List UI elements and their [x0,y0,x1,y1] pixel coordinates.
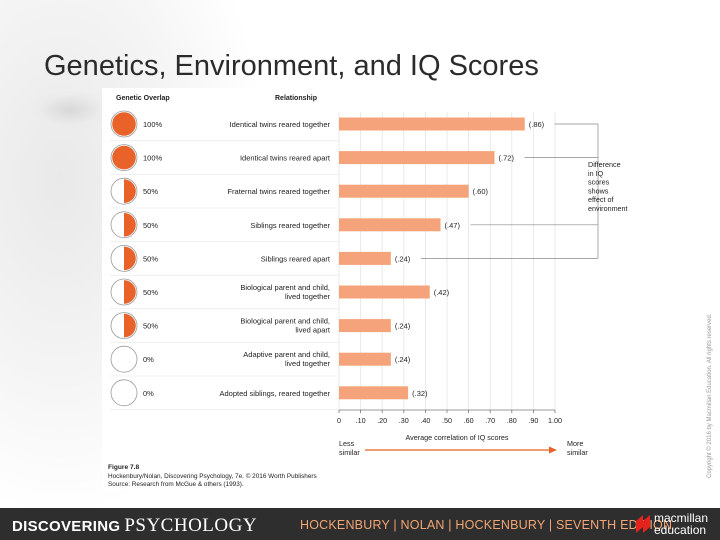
environment-annotation: scores [588,178,610,187]
figure-panel: Genetic Overlap Relationship 100% Identical… [102,88,670,490]
overlap-fill-half [124,280,136,304]
publisher-line-2: education [654,523,707,537]
overlap-percent: 0% [143,389,154,398]
bar [339,151,495,165]
bar [339,184,469,198]
publisher-name: macmillan education [654,512,708,536]
category-label: Adaptive parent and child, [243,350,330,359]
overlap-percent: 50% [143,288,158,297]
environment-annotation: shows [588,186,609,195]
overlap-percent: 50% [143,187,158,196]
category-label: Siblings reared together [250,221,330,230]
less-similar-label-1: Less [339,439,355,448]
more-similar-label-2: similar [567,448,588,457]
bar [339,285,430,299]
publisher-line-1: macmillan [654,511,709,525]
environment-annotation: environment [588,204,628,213]
overlap-circle-outline [110,345,138,373]
x-tick-label: .50 [442,416,452,425]
publisher-logo: macmillan education [636,512,720,540]
category-label: Identical twins reared apart [240,154,331,163]
bar-value-label: (.24) [395,355,411,364]
overlap-fill-half [124,313,136,338]
footer-bar: DISCOVERING PSYCHOLOGY HOCKENBURY | NOLAN… [0,508,720,540]
bar [339,218,441,232]
bar-value-label: (.24) [395,322,411,331]
bar-value-label: (.32) [412,389,428,398]
copyright-notice: Copyright © 2016 by Macmillan Education.… [707,313,713,479]
bar-value-label: (.47) [445,221,461,230]
overlap-fill-half [124,246,136,271]
category-label: lived together [285,359,331,368]
x-tick-label: .10 [356,416,366,425]
bar-value-label: (.24) [395,254,411,263]
x-tick-label: 1.00 [548,416,562,425]
overlap-percent: 50% [143,322,158,331]
x-tick-label: 0 [337,416,341,425]
similarity-arrowhead [549,446,557,454]
category-label: Biological parent and child, [240,283,330,292]
figure-caption-title: Figure 7.8 [108,464,139,471]
publisher-mark-icon [636,515,650,533]
x-tick-label: .30 [399,416,409,425]
x-tick-label: .70 [485,416,495,425]
category-label: Fraternal twins reared together [227,187,330,196]
bar [339,386,409,400]
book-brand: DISCOVERING PSYCHOLOGY [12,515,257,537]
bar [339,251,391,265]
iq-correlation-chart: Genetic Overlap Relationship 100% Identical… [108,95,628,488]
bar-value-label: (.60) [473,187,489,196]
bar [339,319,391,333]
authors-edition: HOCKENBURY | NOLAN | HOCKENBURY | SEVENT… [300,518,673,532]
brand-bold: DISCOVERING [12,518,121,535]
overlap-fill-full [112,112,136,136]
overlap-fill-half [124,179,136,203]
environment-annotation: effect of [588,195,613,204]
overlap-percent: 100% [143,120,163,129]
overlap-percent: 100% [143,154,163,163]
bar-value-label: (.42) [434,288,450,297]
x-tick-label: .40 [420,416,430,425]
category-label: Adopted siblings, reared together [220,389,331,398]
figure-caption-line: Source: Research from McGue & others (19… [108,481,244,488]
x-tick-label: .80 [507,416,517,425]
less-similar-label-2: similar [339,448,360,457]
background-photo-hint [30,90,110,130]
bar-value-label: (.86) [529,120,545,129]
brand-serif: PSYCHOLOGY [124,515,258,536]
category-label: lived together [285,292,331,301]
overlap-fill-full [112,145,136,170]
overlap-percent: 50% [143,221,158,230]
overlap-circle-outline [110,379,138,407]
overlap-percent: 50% [143,254,158,263]
overlap-fill-half [124,213,136,237]
category-label: lived apart [295,326,331,335]
x-tick-label: .90 [528,416,538,425]
figure-caption-line: Hockenbury/Nolan, Discovering Psychology… [108,472,317,480]
environment-annotation: in IQ [588,169,604,178]
environment-annotation: Difference [588,160,621,169]
x-tick-label: .20 [377,416,387,425]
bar [339,117,525,131]
category-label: Identical twins reared together [230,120,331,129]
x-tick-label: .60 [464,416,474,425]
overlap-percent: 0% [143,355,154,364]
bar [339,352,391,366]
relationship-header: Relationship [275,95,317,102]
category-label: Siblings reared apart [261,254,331,263]
bar-value-label: (.72) [499,154,515,163]
x-axis-title: Average correlation of IQ scores [406,433,509,442]
category-label: Biological parent and child, [240,317,330,326]
more-similar-label-1: More [567,439,583,448]
slide-title: Genetics, Environment, and IQ Scores [44,50,539,82]
overlap-header: Genetic Overlap [116,95,170,102]
